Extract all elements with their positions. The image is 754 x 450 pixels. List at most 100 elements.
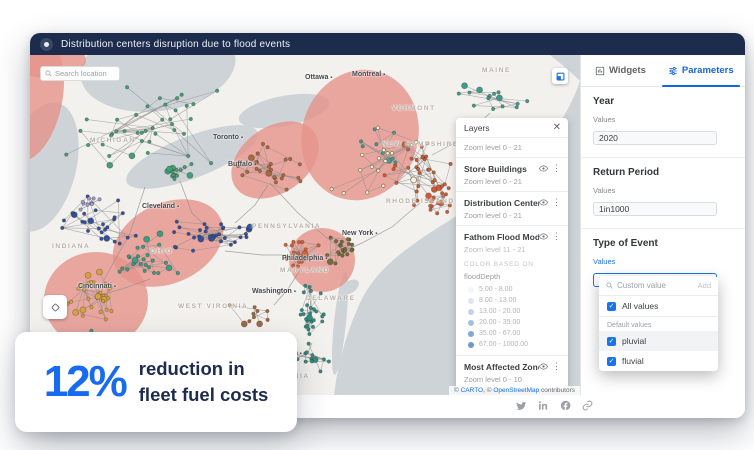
kebab-menu-icon[interactable]: ⋮ <box>552 361 561 371</box>
map-data-point <box>128 152 136 160</box>
map-data-point <box>172 127 177 133</box>
route-line <box>234 184 269 224</box>
layer-item-fathom-flood-model[interactable]: Fathom Flood Model ⋮ Zoom level 11 - 21 … <box>456 225 568 355</box>
twitter-icon[interactable] <box>516 400 527 411</box>
option-pluvial[interactable]: pluvial <box>599 331 718 351</box>
tab-parameters[interactable]: Parameters <box>661 55 740 87</box>
map-data-point <box>124 85 130 90</box>
map-canvas[interactable]: MICHIGAN VERMONT MAINE NEW HAMPSHIRE PENNSYL… <box>30 55 580 395</box>
map-data-point <box>333 239 339 244</box>
map-data-point <box>349 248 354 253</box>
map-data-point <box>328 235 333 240</box>
flood-depth-legend: 5.00 - 8.00 8.00 - 13.00 13.00 - 20.00 20.0… <box>464 284 561 350</box>
map-data-point <box>218 239 224 244</box>
visibility-eye-icon[interactable] <box>539 232 548 241</box>
stat-description: reduction in fleet fuel costs <box>138 358 269 405</box>
option-label: pluvial <box>622 336 647 346</box>
map-data-point <box>268 161 273 167</box>
layer-item-most-affected-zones[interactable]: Most Affected Zones ⋮ Zoom level 0 - 10 <box>456 355 568 389</box>
map-data-point <box>145 253 150 258</box>
route-line <box>269 182 343 250</box>
map-data-point <box>156 270 161 276</box>
legend-range-label: 35.00 - 67.00 <box>479 330 521 337</box>
map-data-point <box>235 163 240 168</box>
map-data-point <box>515 101 520 106</box>
route-line <box>224 250 288 256</box>
map-data-point <box>153 131 158 136</box>
map-data-point <box>417 170 422 176</box>
flood-zone <box>301 69 419 201</box>
map-data-point <box>302 256 307 261</box>
option-all-values[interactable]: All values <box>599 296 718 316</box>
link-icon[interactable] <box>582 400 593 411</box>
layer-item-distribution-centers[interactable]: Distribution Centers B... ⋮ Zoom level 0… <box>456 191 568 225</box>
map-data-point <box>166 165 173 173</box>
route-line <box>273 266 303 306</box>
add-button[interactable]: Add <box>697 281 711 290</box>
map-data-point <box>411 202 417 208</box>
map-data-point <box>126 254 131 259</box>
widgets-icon <box>595 66 605 75</box>
osm-link[interactable]: OpenStreetMap <box>493 387 540 394</box>
route-line <box>95 186 146 296</box>
map-data-point <box>145 150 150 156</box>
kebab-menu-icon[interactable]: ⋮ <box>552 197 561 207</box>
map-data-point <box>299 259 304 264</box>
map-data-point <box>156 230 164 238</box>
option-label: fluvial <box>622 356 644 366</box>
layer-item-store-buildings[interactable]: Store Buildings ⋮ Zoom level 0 - 21 <box>456 157 568 191</box>
map-data-point <box>265 169 273 177</box>
map-data-point <box>188 116 193 122</box>
checkbox-checked-icon[interactable] <box>607 301 616 311</box>
layer-item-scrolled[interactable]: Zoom level 0 - 21 <box>456 137 568 157</box>
map-data-point <box>372 127 377 132</box>
option-fluvial[interactable]: fluvial <box>599 351 718 371</box>
map-data-point <box>133 233 138 238</box>
color-field-label: floodDepth <box>464 272 501 281</box>
map-data-point <box>79 306 87 314</box>
checkbox-checked-icon[interactable] <box>607 356 616 366</box>
visibility-eye-icon[interactable] <box>539 198 548 207</box>
map-data-point <box>64 152 69 157</box>
map-data-point <box>82 211 87 216</box>
values-label: Values <box>593 257 616 266</box>
legend-row: 13.00 - 20.00 <box>464 306 561 317</box>
map-data-point <box>299 308 304 313</box>
year-value-input[interactable] <box>593 131 717 145</box>
map-data-point <box>383 158 388 164</box>
facebook-icon[interactable] <box>560 400 571 411</box>
visibility-eye-icon[interactable] <box>539 164 548 173</box>
map-search-input[interactable]: Search location <box>40 66 120 81</box>
custom-value-search[interactable]: Custom value Add <box>599 276 718 296</box>
map-data-point <box>99 230 104 235</box>
map-data-point <box>96 226 101 231</box>
map-data-point <box>72 309 80 316</box>
map-data-point <box>207 234 213 239</box>
locate-button[interactable] <box>43 295 67 319</box>
tab-widgets[interactable]: Widgets <box>591 55 650 86</box>
linkedin-icon[interactable] <box>538 400 549 411</box>
map-attribution: © CARTO, © OpenStreetMap contributors <box>448 386 580 395</box>
map-data-point <box>265 317 270 322</box>
map-data-point <box>60 225 65 231</box>
kebab-menu-icon[interactable]: ⋮ <box>552 231 561 241</box>
route-line <box>307 342 313 354</box>
basemap-button[interactable] <box>552 68 568 84</box>
visibility-eye-icon[interactable] <box>539 362 548 371</box>
map-data-point <box>310 324 316 329</box>
map-data-point <box>291 263 296 268</box>
return-period-value-input[interactable] <box>593 202 717 216</box>
map-data-point <box>179 92 184 97</box>
map-data-point <box>246 223 254 231</box>
layer-name: Store Buildings <box>464 163 527 174</box>
map-data-point <box>283 157 288 162</box>
app-window: Distribution centers disruption due to f… <box>30 33 745 418</box>
map-data-point <box>443 192 449 197</box>
checkbox-checked-icon[interactable] <box>607 336 616 346</box>
map-data-point <box>303 283 308 288</box>
kebab-menu-icon[interactable]: ⋮ <box>552 163 561 173</box>
map-data-point <box>109 308 114 314</box>
close-icon[interactable]: ✕ <box>552 122 561 133</box>
carto-link[interactable]: CARTO <box>460 387 484 394</box>
map-data-point <box>85 202 90 207</box>
